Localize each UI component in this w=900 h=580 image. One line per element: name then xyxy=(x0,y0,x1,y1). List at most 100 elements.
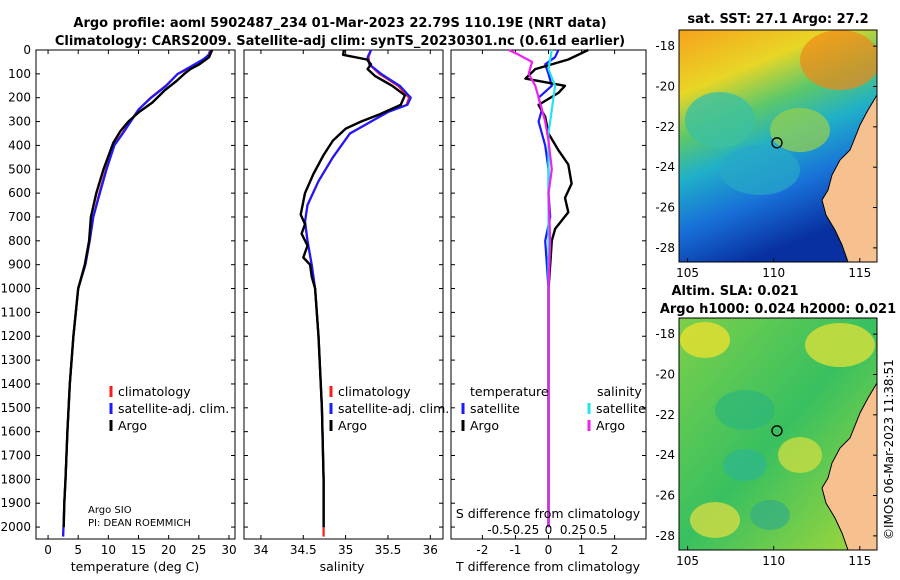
s-diff-tick-label: -0.5 xyxy=(487,523,510,537)
salinity-axes xyxy=(243,49,444,540)
map-lon-label: 115 xyxy=(848,554,871,568)
legend-temp-climatology: climatology xyxy=(118,384,191,399)
sst-feature-d xyxy=(800,30,877,90)
temperature-ticks: 0 5 10 15 20 25 30 xyxy=(44,50,237,557)
s-diff-tick-label: 0 xyxy=(545,523,553,537)
credit-line1: Argo SIO xyxy=(88,505,132,516)
pressure-tick-label: 400 xyxy=(8,138,31,152)
sla-feature-a xyxy=(680,322,730,358)
sla-map-title-line2: Argo h1000: 0.024 h2000: 0.021 xyxy=(660,302,896,317)
xtick-label: 15 xyxy=(131,543,146,557)
sla-map-ticks: 105 110 115 -18 -20 -22 -24 -26 -28 xyxy=(655,327,877,568)
legend-diff-s-satellite: satellite xyxy=(596,401,646,416)
temperature-axes xyxy=(35,49,236,540)
sst-map-ticks: 105 110 115 -18 -20 -22 -24 -26 -28 xyxy=(655,39,877,280)
xtick-label: 10 xyxy=(101,543,116,557)
difference-lines xyxy=(508,48,589,528)
legend-diff-t-argo: Argo xyxy=(470,418,499,433)
credit-line2: PI: DEAN ROEMMICH xyxy=(88,518,191,529)
sla-argo-location-marker xyxy=(771,425,783,437)
sst-argo-location-marker xyxy=(771,137,783,149)
salinity-ticks: 34 34.5 35 35.5 36 xyxy=(253,50,438,557)
map-lat-label: -28 xyxy=(655,241,675,255)
temperature-legend: climatology satellite-adj. clim. Argo xyxy=(109,384,229,433)
s-diff-tick-label: 0.25 xyxy=(560,523,587,537)
sla-feature-e xyxy=(750,500,790,530)
legend-diff-s-argo: Argo xyxy=(596,418,625,433)
salinity-ytick-marks xyxy=(244,49,443,528)
xtick-label: -2 xyxy=(476,543,488,557)
sla-feature-b xyxy=(805,323,875,367)
sla-map-panel: Altim. SLA: 0.021 Argo h1000: 0.024 h200… xyxy=(655,284,896,568)
difference-panel: -2 -1 0 1 2 T difference from climatology S … xyxy=(450,48,647,574)
map-lat-label: -22 xyxy=(655,408,675,422)
pressure-tick-label: 700 xyxy=(8,210,31,224)
map-lat-label: -26 xyxy=(655,489,675,503)
pressure-tick-label: 600 xyxy=(8,186,31,200)
s-diff-tick-label: -0.25 xyxy=(508,523,539,537)
sla-land xyxy=(821,382,877,550)
sla-map-title-line1: Altim. SLA: 0.021 xyxy=(672,284,799,299)
legend-sal-argo: Argo xyxy=(338,418,367,433)
pressure-tick-label: 0 xyxy=(23,43,31,57)
pressure-tick-label: 1200 xyxy=(0,329,31,343)
series-line-s-argo xyxy=(508,49,553,528)
difference-s-ticks: -0.5-0.25 0 0.25 0.5 xyxy=(487,523,607,537)
sst-map-frame xyxy=(678,29,878,263)
map-lat-label: -28 xyxy=(655,529,675,543)
map-lon-label: 105 xyxy=(676,554,699,568)
sla-feature-d xyxy=(723,449,767,481)
difference-xlabel: T difference from climatology xyxy=(455,559,641,574)
difference-xlabel-top: S difference from climatology xyxy=(456,506,641,521)
sst-land xyxy=(821,94,877,262)
pressure-tick-label: 1800 xyxy=(0,472,31,486)
sla-map-frame xyxy=(678,317,878,551)
pressure-tick-label: 300 xyxy=(8,115,31,129)
legend-temp-argo: Argo xyxy=(118,418,147,433)
map-lon-label: 110 xyxy=(762,266,785,280)
xtick-label: 34 xyxy=(253,543,268,557)
map-lat-label: -26 xyxy=(655,201,675,215)
pressure-tick-label: 1600 xyxy=(0,425,31,439)
xtick-label: 30 xyxy=(221,543,236,557)
series-line-argo xyxy=(62,49,214,528)
pressure-tick-label: 1700 xyxy=(0,449,31,463)
copyright-stamp: ©IMOS 06-Mar-2023 11:38:51 xyxy=(882,359,896,540)
pressure-tick-label: 1400 xyxy=(0,377,31,391)
map-lat-label: -18 xyxy=(655,327,675,341)
legend-diff-t-satellite: satellite xyxy=(470,401,520,416)
xtick-label: 34.5 xyxy=(290,543,317,557)
xtick-label: 36 xyxy=(423,543,438,557)
sst-map-panel: sat. SST: 27.1 Argo: 27.2 105 110 115 -18 -2… xyxy=(655,12,878,280)
map-lat-label: -20 xyxy=(655,367,675,381)
xtick-label: 2 xyxy=(611,543,619,557)
pressure-tick-label: 100 xyxy=(8,67,31,81)
temperature-lines xyxy=(62,49,214,537)
salinity-panel: 34 34.5 35 35.5 36 salinity climatology sate… xyxy=(243,49,449,574)
pressure-tick-label: 1100 xyxy=(0,305,31,319)
xtick-label: 0 xyxy=(44,543,52,557)
map-lon-label: 115 xyxy=(848,266,871,280)
xtick-label: 5 xyxy=(74,543,82,557)
xtick-label: 0 xyxy=(545,543,553,557)
temperature-panel: 0100200300400500600700800900100011001200… xyxy=(0,43,236,574)
pressure-tick-label: 500 xyxy=(8,162,31,176)
xtick-label: 35.5 xyxy=(375,543,402,557)
map-lat-label: -24 xyxy=(655,160,675,174)
map-lat-label: -22 xyxy=(655,120,675,134)
pressure-tick-label: 900 xyxy=(8,258,31,272)
pressure-ticks: 0 100 200 300 400 500 600 700 800 900 1000 1100 1200… xyxy=(0,43,235,534)
pressure-tick-label: 1300 xyxy=(0,353,31,367)
series-line-argo xyxy=(299,49,407,528)
legend-sal-satellite: satellite-adj. clim. xyxy=(338,401,449,416)
xtick-label: 35 xyxy=(338,543,353,557)
sst-map-title: sat. SST: 27.1 Argo: 27.2 xyxy=(687,12,868,27)
salinity-lines xyxy=(299,49,412,537)
map-lon-label: 105 xyxy=(676,266,699,280)
pressure-tick-label: 800 xyxy=(8,234,31,248)
legend-sal-climatology: climatology xyxy=(338,384,411,399)
xtick-label: 25 xyxy=(191,543,206,557)
sst-feature-a xyxy=(685,92,755,148)
pressure-tick-label: 2000 xyxy=(0,520,31,534)
